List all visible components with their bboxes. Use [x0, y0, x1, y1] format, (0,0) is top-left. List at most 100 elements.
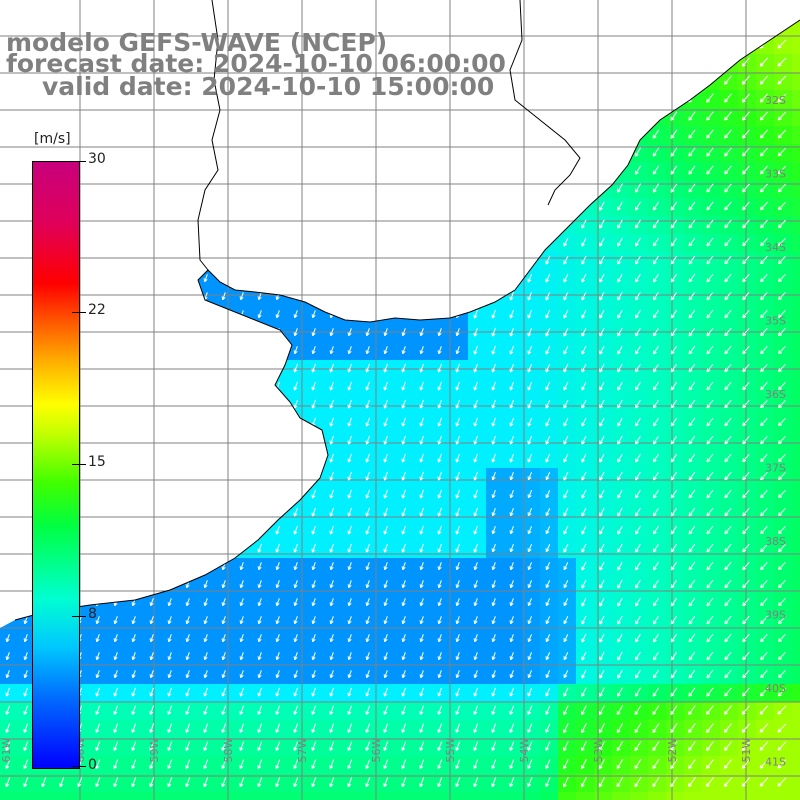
wind-speed-cell: [522, 378, 541, 397]
wind-speed-cell: [522, 342, 541, 361]
wind-speed-cell: [396, 594, 415, 613]
wind-arrow: [706, 165, 714, 175]
wind-speed-cell: [198, 576, 217, 595]
wind-arrow: [185, 670, 190, 679]
wind-speed-cell: [486, 612, 505, 631]
wind-arrow: [455, 634, 460, 643]
wind-arrow: [527, 345, 533, 355]
wind-speed-cell: [504, 612, 523, 631]
wind-speed-cell: [684, 450, 703, 469]
wind-arrow: [742, 381, 750, 391]
wind-speed-cell: [90, 720, 109, 739]
wind-speed-cell: [774, 756, 793, 775]
wind-arrow: [419, 435, 424, 445]
wind-arrow: [670, 255, 678, 265]
wind-speed-cell: [198, 720, 217, 739]
wind-speed-cell: [792, 180, 800, 199]
wind-speed-cell: [216, 666, 235, 685]
wind-arrow: [203, 580, 208, 589]
wind-speed-cell: [558, 288, 577, 307]
wind-speed-cell: [378, 414, 397, 433]
wind-speed-cell: [792, 450, 800, 469]
wind-speed-cell: [702, 414, 721, 433]
wind-speed-cell: [450, 792, 469, 800]
wind-arrow: [742, 615, 750, 625]
wind-arrow: [760, 363, 768, 373]
wind-arrow: [652, 399, 660, 409]
wind-arrow: [509, 291, 515, 301]
wind-speed-cell: [432, 630, 451, 649]
wind-speed-cell: [738, 738, 757, 757]
wind-speed-cell: [216, 594, 235, 613]
wind-speed-cell: [306, 558, 325, 577]
wind-speed-cell: [738, 594, 757, 613]
wind-speed-cell: [486, 702, 505, 721]
wind-arrow: [527, 453, 533, 463]
wind-arrow: [670, 363, 678, 373]
wind-speed-cell: [756, 792, 775, 800]
wind-arrow: [742, 219, 750, 229]
wind-arrow: [652, 327, 660, 337]
wind-arrow: [365, 399, 370, 409]
wind-speed-cell: [144, 648, 163, 667]
wind-speed-cell: [180, 774, 199, 793]
wind-speed-cell: [342, 720, 361, 739]
wind-speed-cell: [540, 504, 559, 523]
wind-arrow: [670, 399, 678, 409]
wind-arrow: [383, 634, 388, 643]
wind-speed-cell: [792, 342, 800, 361]
wind-arrow: [706, 489, 714, 499]
wind-speed-cell: [720, 468, 739, 487]
wind-arrow: [239, 292, 244, 301]
wind-speed-cell: [738, 342, 757, 361]
wind-arrow: [688, 615, 696, 625]
wind-arrow: [670, 453, 678, 463]
wind-speed-cell: [612, 396, 631, 415]
wind-arrow: [760, 345, 768, 355]
wind-speed-cell: [522, 666, 541, 685]
wind-speed-cell: [594, 540, 613, 559]
wind-arrow: [652, 165, 660, 175]
colorbar-tick-15: 15: [88, 454, 106, 470]
wind-speed-cell: [792, 486, 800, 505]
wind-speed-cell: [396, 648, 415, 667]
wind-speed-cell: [432, 792, 451, 800]
wind-arrow: [688, 183, 696, 193]
wind-arrow: [652, 309, 660, 319]
wind-arrow: [670, 219, 678, 229]
wind-speed-cell: [432, 702, 451, 721]
wind-speed-cell: [144, 684, 163, 703]
wind-speed-cell: [576, 612, 595, 631]
wind-arrow: [311, 525, 316, 535]
wind-speed-cell: [306, 306, 325, 325]
wind-arrow: [293, 634, 298, 643]
wind-speed-cell: [540, 270, 559, 289]
wind-arrow: [742, 597, 750, 607]
wind-speed-cell: [504, 522, 523, 541]
wind-arrow: [617, 363, 623, 373]
wind-speed-cell: [774, 36, 793, 55]
wind-arrow: [329, 381, 334, 391]
wind-speed-cell: [144, 612, 163, 631]
wind-arrow: [706, 327, 714, 337]
wind-arrow: [473, 525, 478, 535]
wind-speed-cell: [288, 378, 307, 397]
wind-speed-cell: [576, 630, 595, 649]
wind-speed-cell: [324, 612, 343, 631]
wind-arrow: [491, 544, 496, 553]
wind-speed-cell: [792, 504, 800, 523]
wind-speed-cell: [702, 594, 721, 613]
wind-speed-cell: [630, 252, 649, 271]
wind-arrow: [455, 417, 460, 427]
wind-speed-cell: [342, 342, 361, 361]
wind-arrow: [652, 237, 660, 247]
wind-arrow: [778, 543, 786, 553]
wind-arrow: [455, 471, 460, 481]
wind-arrow: [365, 580, 370, 589]
wind-speed-cell: [432, 378, 451, 397]
wind-speed-cell: [306, 378, 325, 397]
wind-speed-cell: [774, 144, 793, 163]
wind-arrow: [365, 417, 370, 427]
wind-arrow: [652, 381, 660, 391]
wind-speed-cell: [414, 684, 433, 703]
